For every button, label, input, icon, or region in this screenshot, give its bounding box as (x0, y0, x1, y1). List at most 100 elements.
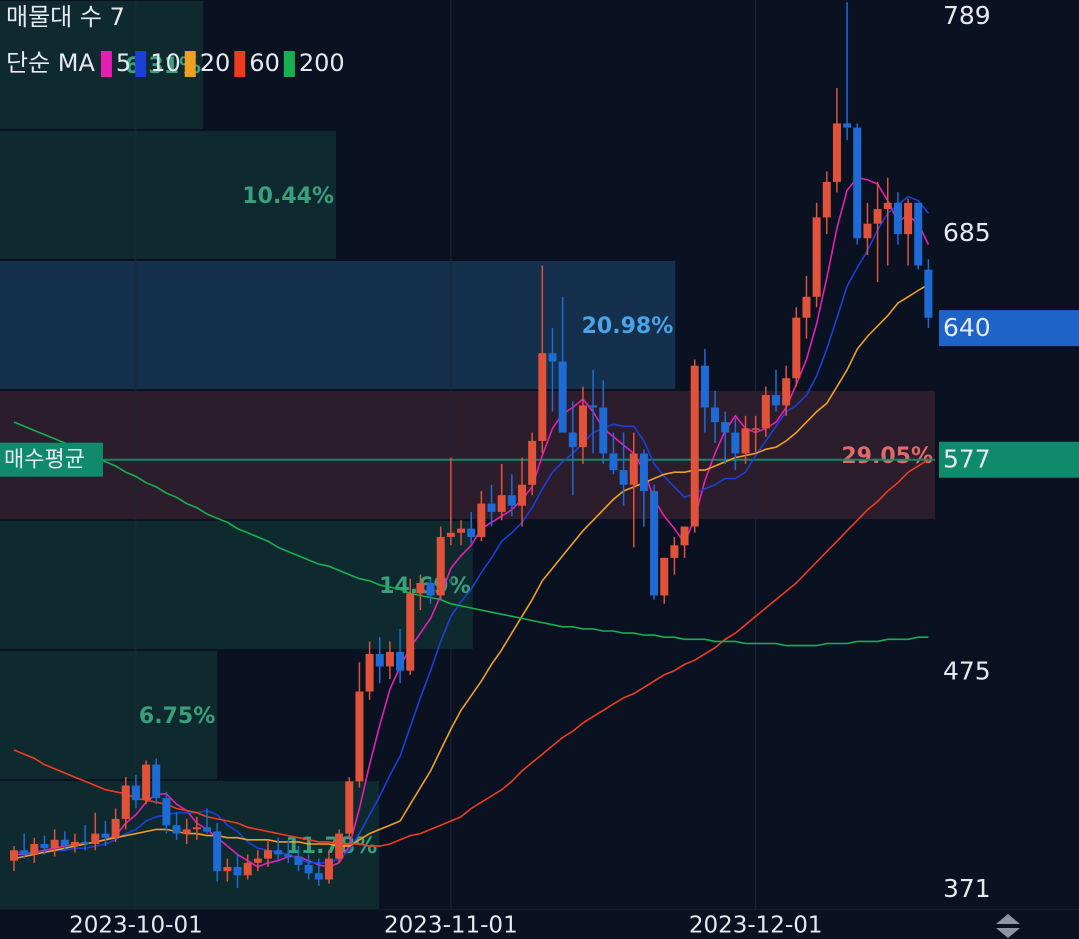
x-tick-label: 2023-11-01 (384, 913, 518, 939)
candle-body (487, 503, 496, 512)
candle-body (548, 353, 557, 362)
ma-line (13, 421, 929, 647)
candle-body (914, 202, 923, 266)
candle-body (416, 582, 425, 594)
candle-body (792, 317, 801, 379)
candle-body (385, 651, 394, 667)
candle-body (518, 484, 526, 506)
candle-body (375, 653, 384, 667)
profile-label: 20.98% (582, 314, 674, 339)
candle-body (619, 470, 628, 485)
candle-body (812, 217, 821, 297)
candle-body (284, 854, 293, 857)
candle-body (863, 223, 872, 239)
candle-body (883, 202, 892, 210)
profile-band (0, 521, 473, 649)
candle-body (223, 866, 232, 872)
candle-body (253, 858, 262, 863)
avg-tag (0, 442, 103, 477)
candle-body (81, 841, 90, 845)
candle-body (467, 528, 476, 537)
candle-body (650, 491, 659, 596)
y-tick-label: 371 (943, 874, 991, 903)
legend-label: 60 (249, 49, 280, 77)
candle-body (264, 850, 272, 859)
candle-body (345, 781, 354, 834)
candle-body (507, 495, 516, 506)
candle-body (131, 785, 140, 801)
candle-body (832, 123, 841, 182)
candle-body (70, 841, 79, 847)
candles (10, 2, 933, 888)
candle-body (182, 829, 191, 834)
candle-body (609, 453, 618, 471)
current-price-badge (939, 310, 1079, 347)
avg-tag-label: 매수평균 (4, 448, 85, 473)
legend-swatch (135, 51, 147, 77)
candle-body (426, 582, 435, 596)
candle-body (457, 528, 466, 533)
candle-body (111, 818, 120, 838)
candle-body (60, 839, 69, 847)
candle-body (446, 532, 455, 537)
legend-label: 10 (150, 49, 181, 77)
candle-body (822, 181, 831, 218)
candle-body (304, 864, 313, 874)
legend-swatch (100, 51, 112, 77)
candle-body (893, 202, 902, 235)
candle-body (599, 407, 608, 454)
candle-body (660, 557, 669, 596)
legend-swatch (283, 51, 295, 77)
y-tick-label: 475 (943, 657, 991, 686)
candle-body (162, 798, 171, 826)
candle-body (802, 296, 811, 318)
legend-label: 20 (200, 49, 231, 77)
candle-body (761, 394, 770, 429)
candle-body (192, 827, 201, 830)
candle-body (711, 407, 720, 423)
legend: 매물대 수 7 단순 MA 5 10 20 60 200 (6, 3, 345, 77)
x-tick-label: 2023-12-01 (689, 913, 823, 939)
candle-body (904, 202, 913, 235)
profile-band (0, 651, 218, 779)
candle-body (396, 651, 405, 671)
profile-label: 29.05% (841, 444, 933, 469)
candle-body (528, 440, 537, 485)
candle-body (751, 428, 760, 430)
candle-body (497, 495, 506, 512)
candle-body (10, 850, 18, 861)
candle-body (172, 825, 181, 834)
candle-body (233, 866, 242, 876)
candle-body (142, 764, 151, 801)
candle-body (30, 844, 39, 855)
legend-label: 200 (299, 49, 345, 77)
legend-swatch (234, 51, 246, 77)
profile-label: 6.75% (139, 704, 215, 729)
candle-body (578, 405, 587, 448)
candle-body (772, 394, 780, 406)
candle-body (335, 833, 344, 859)
candle-body (121, 785, 130, 819)
avg-price-label: 577 (943, 445, 991, 474)
x-axis-strip (0, 910, 1079, 939)
candle-body (853, 127, 862, 239)
candle-body (538, 353, 547, 441)
candle-body (406, 593, 415, 671)
candle-body (91, 833, 100, 845)
y-tick-label: 789 (943, 1, 991, 30)
candle-body (924, 269, 933, 318)
legend-title: 단순 MA (6, 49, 95, 77)
candle-body (101, 833, 110, 838)
candle-body (365, 653, 374, 692)
legend-label: 5 (116, 49, 131, 77)
profile-label: 14.69% (379, 574, 471, 599)
scroll-icon[interactable] (996, 914, 1020, 938)
candle-body (558, 361, 567, 433)
candle-body (50, 839, 59, 849)
candle-body (294, 856, 303, 865)
candle-body (203, 827, 212, 832)
candle-body (639, 453, 648, 492)
